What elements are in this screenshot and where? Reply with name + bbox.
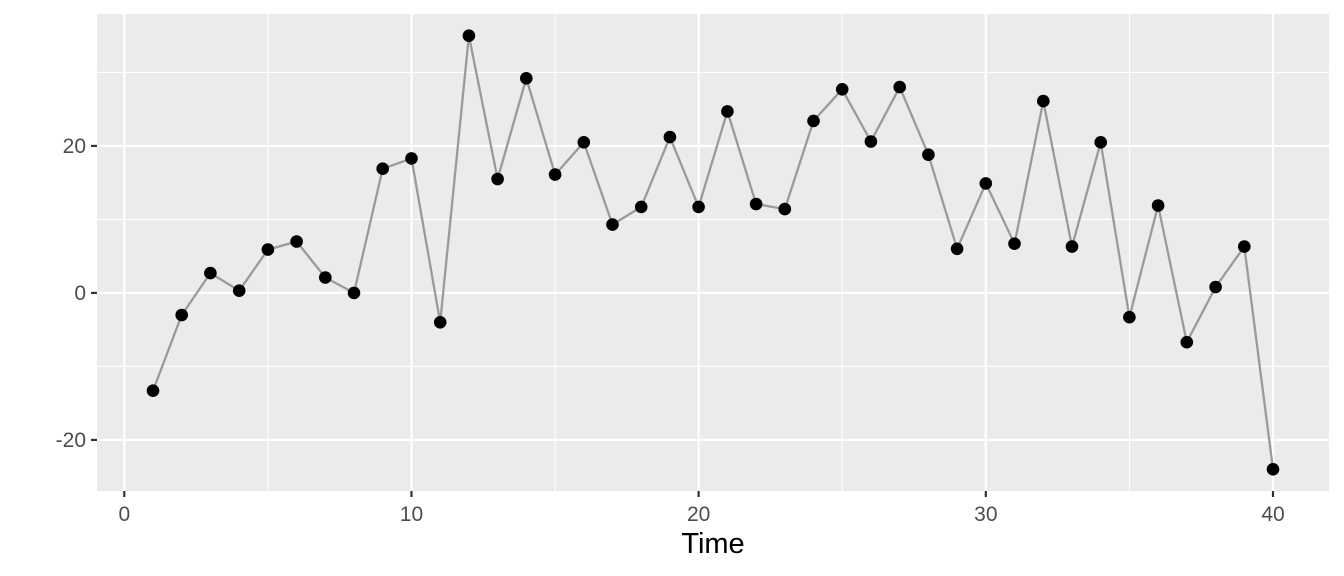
data-point bbox=[864, 135, 878, 148]
data-point bbox=[433, 316, 447, 329]
data-point bbox=[893, 80, 906, 94]
data-point bbox=[1238, 240, 1251, 253]
data-point bbox=[634, 200, 648, 214]
data-point bbox=[405, 152, 418, 165]
data-point bbox=[1151, 199, 1165, 212]
panel-background bbox=[97, 14, 1329, 491]
data-point bbox=[692, 200, 705, 214]
data-point bbox=[1037, 94, 1050, 108]
data-point bbox=[520, 72, 533, 85]
series-line bbox=[151, 34, 1275, 471]
data-point bbox=[1094, 136, 1107, 149]
x-tick-label: 0 bbox=[118, 503, 130, 526]
data-point bbox=[232, 284, 246, 298]
data-point bbox=[721, 105, 734, 118]
data-point bbox=[950, 242, 964, 256]
data-point bbox=[1266, 463, 1280, 476]
data-point bbox=[261, 243, 275, 256]
data-point bbox=[663, 130, 677, 144]
x-tick-label: 30 bbox=[974, 503, 997, 526]
data-point bbox=[462, 29, 476, 42]
data-point bbox=[175, 308, 188, 322]
data-point bbox=[979, 177, 993, 190]
data-point bbox=[1065, 240, 1079, 253]
data-point bbox=[347, 286, 361, 300]
y-tick-label: 0 bbox=[74, 282, 86, 305]
data-point bbox=[491, 172, 504, 186]
data-point bbox=[1008, 237, 1021, 250]
data-point bbox=[807, 114, 820, 128]
x-axis-title: Time bbox=[681, 528, 744, 560]
data-point bbox=[835, 83, 849, 96]
data-point bbox=[778, 202, 792, 216]
y-tick-label: -20 bbox=[56, 429, 86, 452]
y-tick-label: 20 bbox=[63, 135, 86, 158]
data-point bbox=[548, 168, 562, 181]
data-point bbox=[922, 148, 935, 161]
data-point bbox=[204, 266, 217, 280]
x-tick-label: 40 bbox=[1261, 503, 1284, 526]
data-point bbox=[606, 218, 619, 231]
data-point bbox=[577, 136, 591, 149]
data-point bbox=[1180, 335, 1194, 349]
x-tick-label: 20 bbox=[687, 503, 710, 526]
data-point bbox=[290, 235, 303, 248]
x-tick-label: 10 bbox=[400, 503, 423, 526]
data-point bbox=[319, 271, 332, 284]
data-point bbox=[1209, 280, 1222, 294]
data-point bbox=[1123, 310, 1136, 324]
data-point bbox=[749, 197, 763, 211]
data-point bbox=[376, 162, 390, 175]
data-point bbox=[146, 384, 160, 398]
